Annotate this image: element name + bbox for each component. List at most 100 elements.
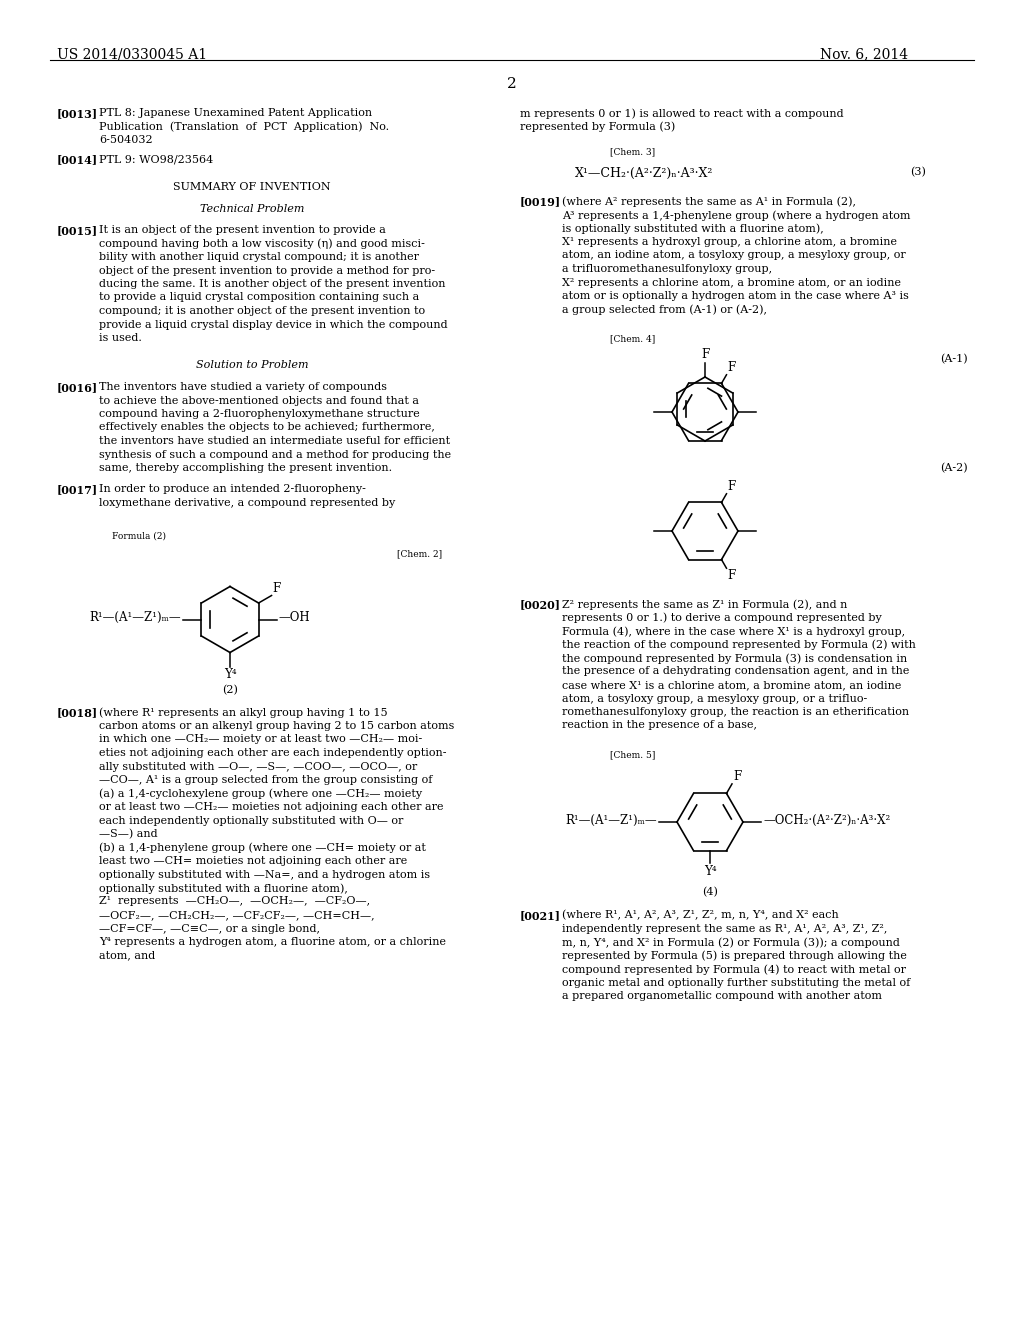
Text: optionally substituted with a fluorine atom),: optionally substituted with a fluorine a… [99,883,348,894]
Text: compound; it is another object of the present invention to: compound; it is another object of the pr… [99,306,425,315]
Text: the reaction of the compound represented by Formula (2) with: the reaction of the compound represented… [562,639,915,649]
Text: Y⁴: Y⁴ [703,865,717,878]
Text: (where R¹, A¹, A², A³, Z¹, Z², m, n, Y⁴, and X² each: (where R¹, A¹, A², A³, Z¹, Z², m, n, Y⁴,… [562,909,839,920]
Text: Solution to Problem: Solution to Problem [196,360,308,371]
Text: least two —CH= moieties not adjoining each other are: least two —CH= moieties not adjoining ea… [99,855,408,866]
Text: —CF=CF—, —C≡C—, or a single bond,: —CF=CF—, —C≡C—, or a single bond, [99,924,319,933]
Text: (b) a 1,4-phenylene group (where one —CH= moiety or at: (b) a 1,4-phenylene group (where one —CH… [99,842,426,853]
Text: atom, an iodine atom, a tosyloxy group, a mesyloxy group, or: atom, an iodine atom, a tosyloxy group, … [562,251,906,260]
Text: provide a liquid crystal display device in which the compound: provide a liquid crystal display device … [99,319,447,330]
Text: is optionally substituted with a fluorine atom),: is optionally substituted with a fluorin… [562,223,823,234]
Text: ally substituted with —O—, —S—, —COO—, —OCO—, or: ally substituted with —O—, —S—, —COO—, —… [99,762,417,771]
Text: In order to produce an intended 2-fluoropheny-: In order to produce an intended 2-fluoro… [99,484,366,495]
Text: synthesis of such a compound and a method for producing the: synthesis of such a compound and a metho… [99,450,452,459]
Text: represents 0 or 1.) to derive a compound represented by: represents 0 or 1.) to derive a compound… [562,612,882,623]
Text: Y⁴: Y⁴ [223,668,237,681]
Text: the presence of a dehydrating condensation agent, and in the: the presence of a dehydrating condensati… [562,667,909,676]
Text: F: F [727,569,736,582]
Text: reaction in the presence of a base,: reaction in the presence of a base, [562,721,757,730]
Text: (where A² represents the same as A¹ in Formula (2),: (where A² represents the same as A¹ in F… [562,197,856,207]
Text: [Chem. 2]: [Chem. 2] [397,549,442,558]
Text: Technical Problem: Technical Problem [200,203,304,214]
Text: is used.: is used. [99,333,142,343]
Text: 6-504032: 6-504032 [99,135,153,145]
Text: the inventors have studied an intermediate useful for efficient: the inventors have studied an intermedia… [99,436,451,446]
Text: atom, a tosyloxy group, a mesyloxy group, or a trifluo-: atom, a tosyloxy group, a mesyloxy group… [562,693,867,704]
Text: compound having both a low viscosity (η) and good misci-: compound having both a low viscosity (η)… [99,239,425,249]
Text: romethanesulfonyloxy group, the reaction is an etherification: romethanesulfonyloxy group, the reaction… [562,708,909,717]
Text: Publication  (Translation  of  PCT  Application)  No.: Publication (Translation of PCT Applicat… [99,121,389,132]
Text: organic metal and optionally further substituting the metal of: organic metal and optionally further sub… [562,978,910,987]
Text: Z¹  represents  —CH₂O—,  —OCH₂—,  —CF₂O—,: Z¹ represents —CH₂O—, —OCH₂—, —CF₂O—, [99,896,370,907]
Text: atom, and: atom, and [99,950,156,961]
Text: Formula (4), where in the case where X¹ is a hydroxyl group,: Formula (4), where in the case where X¹ … [562,626,905,636]
Text: R¹—(A¹—Z¹)ₘ—: R¹—(A¹—Z¹)ₘ— [90,611,181,624]
Text: a prepared organometallic compound with another atom: a prepared organometallic compound with … [562,991,882,1001]
Text: The inventors have studied a variety of compounds: The inventors have studied a variety of … [99,381,387,392]
Text: m represents 0 or 1) is allowed to react with a compound: m represents 0 or 1) is allowed to react… [520,108,844,119]
Text: F: F [733,770,741,783]
Text: [0018]: [0018] [57,708,98,718]
Text: object of the present invention to provide a method for pro-: object of the present invention to provi… [99,265,435,276]
Text: Formula (2): Formula (2) [112,532,166,540]
Text: [0021]: [0021] [520,909,561,921]
Text: loxymethane derivative, a compound represented by: loxymethane derivative, a compound repre… [99,498,395,508]
Text: represented by Formula (5) is prepared through allowing the: represented by Formula (5) is prepared t… [562,950,907,961]
Text: Y⁴ represents a hydrogen atom, a fluorine atom, or a chlorine: Y⁴ represents a hydrogen atom, a fluorin… [99,937,446,946]
Text: independently represent the same as R¹, A¹, A², A³, Z¹, Z²,: independently represent the same as R¹, … [562,924,888,933]
Text: —OCF₂—, —CH₂CH₂—, —CF₂CF₂—, —CH=CH—,: —OCF₂—, —CH₂CH₂—, —CF₂CF₂—, —CH=CH—, [99,909,375,920]
Text: [0017]: [0017] [57,484,98,495]
Text: PTL 8: Japanese Unexamined Patent Application: PTL 8: Japanese Unexamined Patent Applic… [99,108,372,117]
Text: [0016]: [0016] [57,381,98,393]
Text: —S—) and: —S—) and [99,829,158,840]
Text: in which one —CH₂— moiety or at least two —CH₂— moi-: in which one —CH₂— moiety or at least tw… [99,734,422,744]
Text: PTL 9: WO98/23564: PTL 9: WO98/23564 [99,154,213,165]
Text: the compound represented by Formula (3) is condensation in: the compound represented by Formula (3) … [562,653,907,664]
Text: m, n, Y⁴, and X² in Formula (2) or Formula (3)); a compound: m, n, Y⁴, and X² in Formula (2) or Formu… [562,937,900,948]
Text: compound having a 2-fluorophenyloxymethane structure: compound having a 2-fluorophenyloxymetha… [99,409,420,418]
Text: represented by Formula (3): represented by Formula (3) [520,121,675,132]
Text: R¹—(A¹—Z¹)ₘ—: R¹—(A¹—Z¹)ₘ— [565,813,657,826]
Text: X¹—CH₂·(A²·Z²)ₙ·A³·X²: X¹—CH₂·(A²·Z²)ₙ·A³·X² [575,168,714,180]
Text: atom or is optionally a hydrogen atom in the case where A³ is: atom or is optionally a hydrogen atom in… [562,290,909,301]
Text: [0019]: [0019] [520,197,561,207]
Text: SUMMARY OF INVENTION: SUMMARY OF INVENTION [173,182,331,191]
Text: (where R¹ represents an alkyl group having 1 to 15: (where R¹ represents an alkyl group havi… [99,708,388,718]
Text: bility with another liquid crystal compound; it is another: bility with another liquid crystal compo… [99,252,419,261]
Text: compound represented by Formula (4) to react with metal or: compound represented by Formula (4) to r… [562,964,906,974]
Text: ducing the same. It is another object of the present invention: ducing the same. It is another object of… [99,279,445,289]
Text: —OCH₂·(A²·Z²)ₙ·A³·X²: —OCH₂·(A²·Z²)ₙ·A³·X² [763,813,890,826]
Text: a trifluoromethanesulfonyloxy group,: a trifluoromethanesulfonyloxy group, [562,264,772,275]
Text: [0015]: [0015] [57,224,98,236]
Text: same, thereby accomplishing the present invention.: same, thereby accomplishing the present … [99,463,392,473]
Text: Nov. 6, 2014: Nov. 6, 2014 [820,48,908,61]
Text: case where X¹ is a chlorine atom, a bromine atom, an iodine: case where X¹ is a chlorine atom, a brom… [562,680,901,690]
Text: optionally substituted with —Na=, and a hydrogen atom is: optionally substituted with —Na=, and a … [99,870,430,879]
Text: F: F [272,582,281,594]
Text: X² represents a chlorine atom, a bromine atom, or an iodine: X² represents a chlorine atom, a bromine… [562,277,901,288]
Text: [0013]: [0013] [57,108,98,119]
Text: F: F [700,348,710,360]
Text: (2): (2) [222,685,238,694]
Text: eties not adjoining each other are each independently option-: eties not adjoining each other are each … [99,748,446,758]
Text: 2: 2 [507,77,517,91]
Text: to provide a liquid crystal composition containing such a: to provide a liquid crystal composition … [99,293,419,302]
Text: F: F [727,479,736,492]
Text: [Chem. 4]: [Chem. 4] [610,334,655,343]
Text: (4): (4) [702,887,718,898]
Text: It is an object of the present invention to provide a: It is an object of the present invention… [99,224,386,235]
Text: effectively enables the objects to be achieved; furthermore,: effectively enables the objects to be ac… [99,422,435,433]
Text: or at least two —CH₂— moieties not adjoining each other are: or at least two —CH₂— moieties not adjoi… [99,803,443,812]
Text: —CO—, A¹ is a group selected from the group consisting of: —CO—, A¹ is a group selected from the gr… [99,775,432,785]
Text: to achieve the above-mentioned objects and found that a: to achieve the above-mentioned objects a… [99,396,419,405]
Text: US 2014/0330045 A1: US 2014/0330045 A1 [57,48,207,61]
Text: [0020]: [0020] [520,599,561,610]
Text: F: F [727,360,736,374]
Text: [Chem. 3]: [Chem. 3] [610,147,655,156]
Text: X¹ represents a hydroxyl group, a chlorine atom, a bromine: X¹ represents a hydroxyl group, a chlori… [562,238,897,247]
Text: [0014]: [0014] [57,154,98,165]
Text: [Chem. 5]: [Chem. 5] [610,750,655,759]
Text: carbon atoms or an alkenyl group having 2 to 15 carbon atoms: carbon atoms or an alkenyl group having … [99,721,455,731]
Text: (a) a 1,4-cyclohexylene group (where one —CH₂— moiety: (a) a 1,4-cyclohexylene group (where one… [99,788,422,799]
Text: Z² represents the same as Z¹ in Formula (2), and n: Z² represents the same as Z¹ in Formula … [562,599,848,610]
